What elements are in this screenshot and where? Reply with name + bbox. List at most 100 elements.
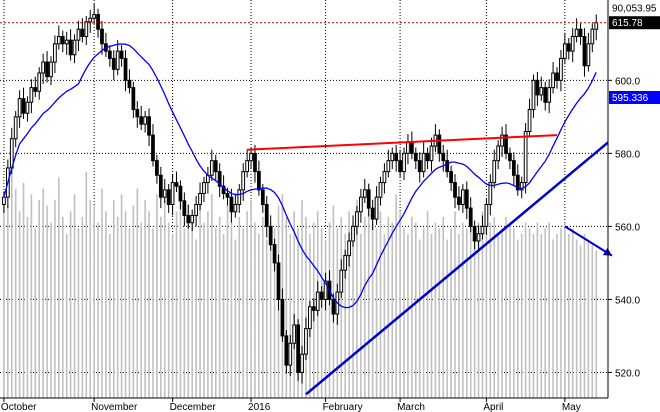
candle-body bbox=[2, 196, 6, 205]
candle-body bbox=[429, 145, 434, 162]
support-line bbox=[305, 141, 609, 396]
candle-body bbox=[143, 116, 148, 125]
candle-body bbox=[158, 174, 163, 198]
candle-body bbox=[76, 28, 81, 41]
candle-body bbox=[437, 134, 442, 154]
volume-layer bbox=[3, 165, 598, 398]
candle-body bbox=[41, 61, 46, 74]
candle-body bbox=[100, 28, 104, 45]
arrow-head bbox=[602, 247, 612, 256]
candle-body bbox=[370, 207, 375, 220]
candle-body bbox=[237, 189, 242, 205]
candle-body bbox=[135, 109, 140, 118]
candle-body bbox=[413, 152, 418, 162]
candle-body bbox=[107, 50, 112, 59]
candle-body bbox=[535, 79, 540, 96]
candle-body bbox=[37, 72, 42, 92]
candle-body bbox=[425, 152, 430, 162]
candle-body bbox=[80, 28, 85, 38]
price-tag-box bbox=[609, 16, 660, 30]
candle-body bbox=[562, 43, 567, 59]
arrow-shaft bbox=[564, 225, 613, 257]
candle-body bbox=[127, 79, 132, 89]
candle-body bbox=[394, 152, 399, 162]
y-tick-label: 560.0 bbox=[615, 222, 640, 233]
candle-body bbox=[96, 14, 100, 30]
candle-body bbox=[92, 14, 97, 19]
candle-body bbox=[225, 193, 230, 198]
candle-body bbox=[519, 182, 524, 191]
candle-body bbox=[17, 98, 22, 118]
candle-body bbox=[508, 152, 512, 162]
candle-body bbox=[198, 193, 202, 205]
resistance-line bbox=[247, 134, 558, 151]
candle-body bbox=[484, 203, 489, 227]
candle-body bbox=[570, 36, 575, 52]
candle-body bbox=[323, 280, 328, 300]
candle-body bbox=[390, 152, 395, 162]
candle-body bbox=[213, 160, 218, 173]
candle-body bbox=[543, 87, 548, 103]
candle-body bbox=[221, 185, 226, 195]
candle-body bbox=[64, 39, 69, 45]
candle-body bbox=[594, 22, 599, 30]
candle-body bbox=[308, 306, 312, 330]
x-tick-label: February bbox=[323, 402, 363, 412]
candle-body bbox=[559, 57, 563, 81]
candle-body bbox=[33, 87, 38, 92]
candle-body bbox=[468, 207, 473, 227]
candle-body bbox=[527, 109, 532, 132]
candle-body bbox=[300, 353, 304, 373]
candle-body bbox=[241, 171, 246, 191]
candle-body bbox=[492, 160, 497, 184]
candle-body bbox=[151, 134, 155, 162]
y-tick-label: 540.0 bbox=[615, 295, 640, 306]
candle-body bbox=[359, 196, 363, 213]
candle-body bbox=[531, 79, 536, 111]
candle-body bbox=[421, 152, 426, 173]
candle-body bbox=[409, 141, 414, 154]
price-tag-label: 90,053.95 bbox=[612, 4, 657, 15]
candle-body bbox=[53, 43, 57, 63]
candle-body bbox=[382, 171, 387, 184]
candle-body bbox=[170, 182, 175, 205]
candle-body bbox=[253, 152, 257, 173]
candle-body bbox=[147, 116, 151, 136]
candle-body bbox=[398, 160, 402, 173]
candle-body bbox=[311, 306, 316, 311]
candle-body bbox=[186, 214, 191, 224]
x-tick-label: December bbox=[170, 402, 217, 412]
candle-body bbox=[406, 141, 410, 154]
candle-body bbox=[304, 328, 308, 355]
candle-body bbox=[72, 39, 77, 56]
moving-average-layer bbox=[3, 43, 597, 309]
x-tick-label: November bbox=[91, 402, 138, 412]
candle-body bbox=[574, 28, 579, 38]
axis-layer: 520.0 540.0 560.0 580.0 600.0 October November… bbox=[0, 0, 640, 412]
candle-body bbox=[174, 182, 179, 187]
candle-body bbox=[445, 160, 450, 173]
moving-average-line bbox=[3, 43, 597, 309]
y-tick-label: 580.0 bbox=[615, 149, 640, 160]
candle-body bbox=[60, 36, 65, 45]
annotation-layer bbox=[0, 22, 613, 396]
candle-body bbox=[182, 200, 187, 216]
candle-body bbox=[511, 160, 516, 176]
candle-body bbox=[245, 160, 249, 173]
candle-body bbox=[343, 255, 348, 271]
candle-body bbox=[464, 189, 469, 209]
candle-body bbox=[45, 61, 49, 78]
candle-body bbox=[449, 171, 453, 184]
candle-body bbox=[139, 116, 144, 125]
candle-body bbox=[229, 196, 234, 213]
candle-body bbox=[555, 72, 559, 81]
candle-body bbox=[386, 160, 391, 173]
candle-body bbox=[272, 244, 277, 264]
candle-body bbox=[155, 160, 159, 176]
candle-body bbox=[88, 17, 93, 23]
candle-body bbox=[209, 160, 214, 176]
candle-body bbox=[68, 39, 73, 56]
x-tick-label: October bbox=[1, 402, 37, 412]
candle-body bbox=[264, 203, 269, 227]
